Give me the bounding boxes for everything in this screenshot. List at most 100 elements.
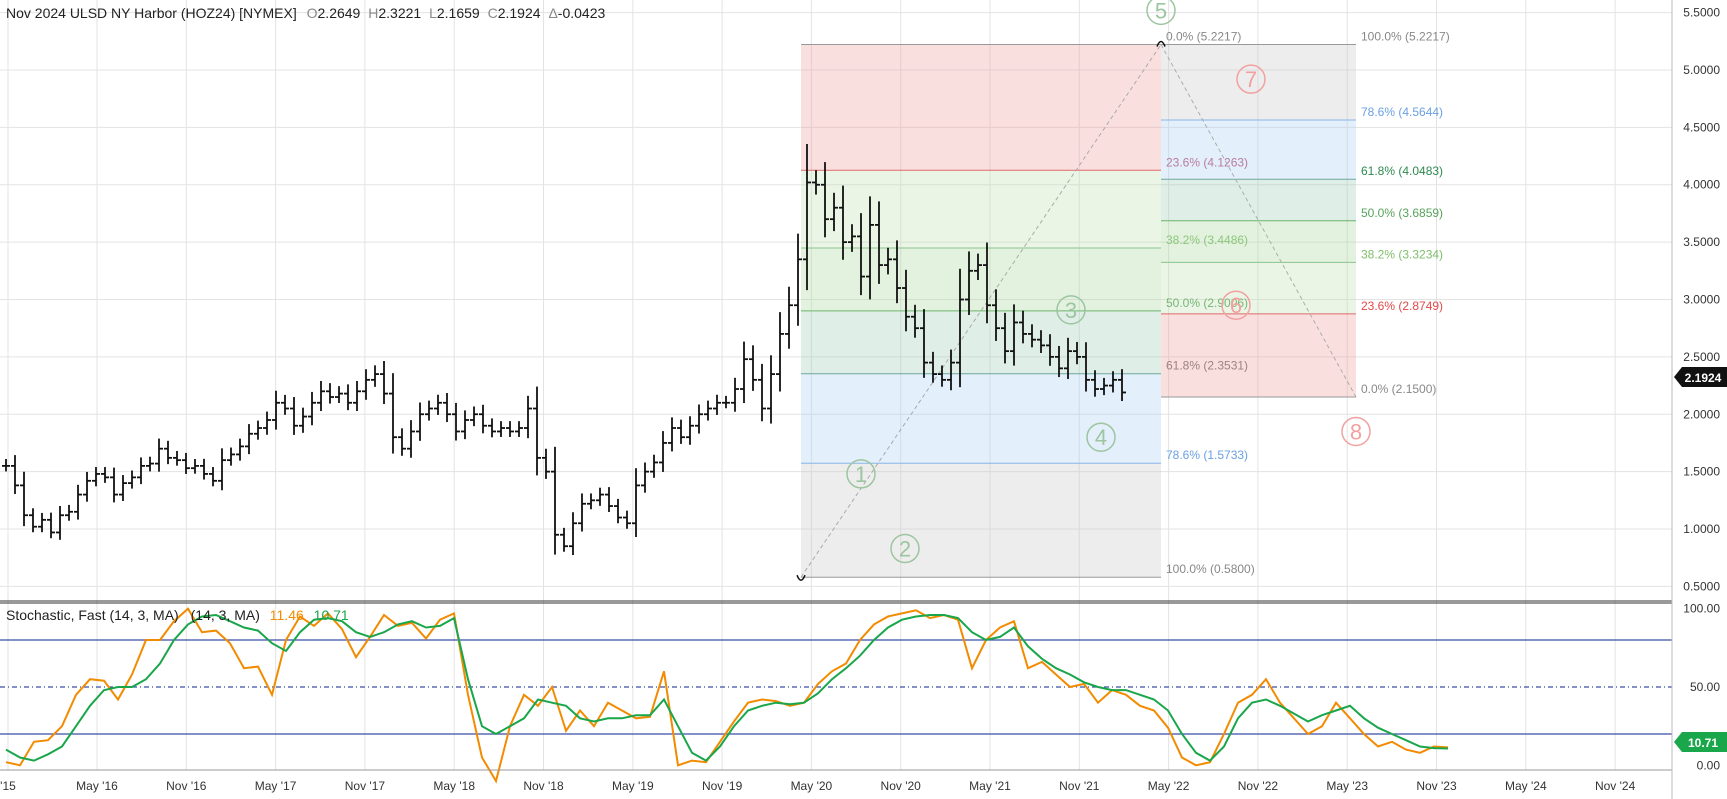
ohlc-bar[interactable] — [11, 455, 19, 495]
ohlc-bar[interactable] — [281, 394, 289, 415]
ohlc-bar[interactable] — [947, 349, 955, 391]
ohlc-bar[interactable] — [209, 467, 217, 487]
ohlc-bar[interactable] — [929, 351, 937, 383]
ohlc-bar[interactable] — [2, 459, 10, 472]
ohlc-bar[interactable] — [875, 201, 883, 284]
ohlc-bar[interactable] — [128, 470, 136, 489]
ohlc-bar[interactable] — [470, 406, 478, 427]
ohlc-bar[interactable] — [992, 289, 1000, 341]
ohlc-bar[interactable] — [254, 420, 262, 440]
ohlc-bar[interactable] — [137, 457, 145, 485]
ohlc-bar[interactable] — [20, 471, 28, 527]
ohlc-bar[interactable] — [767, 355, 775, 424]
ohlc-bar[interactable] — [290, 397, 298, 435]
ohlc-bar[interactable] — [830, 192, 838, 232]
ohlc-bar[interactable] — [371, 365, 379, 387]
ohlc-bar[interactable] — [956, 268, 964, 388]
ohlc-bar[interactable] — [1091, 370, 1099, 397]
ohlc-bar[interactable] — [596, 487, 604, 506]
ohlc-bar[interactable] — [1037, 330, 1045, 353]
ohlc-bar[interactable] — [425, 400, 433, 421]
ohlc-bar[interactable] — [560, 527, 568, 552]
ohlc-bar[interactable] — [1118, 369, 1126, 402]
ohlc-bar[interactable] — [1019, 310, 1027, 344]
ohlc-bar[interactable] — [416, 402, 424, 441]
ohlc-bar[interactable] — [839, 185, 847, 260]
ohlc-bar[interactable] — [965, 251, 973, 315]
ohlc-bar[interactable] — [272, 390, 280, 430]
ohlc-bar[interactable] — [236, 438, 244, 461]
ohlc-bar[interactable] — [632, 468, 640, 538]
ohlc-bar[interactable] — [443, 393, 451, 423]
ohlc-bar[interactable] — [911, 304, 919, 338]
ohlc-bar[interactable] — [479, 404, 487, 434]
ohlc-bar[interactable] — [1055, 345, 1063, 378]
ohlc-bar[interactable] — [335, 386, 343, 404]
ohlc-bar[interactable] — [227, 447, 235, 466]
ohlc-bar[interactable] — [731, 377, 739, 412]
ohlc-bar[interactable] — [1028, 324, 1036, 348]
ohlc-bar[interactable] — [110, 467, 118, 503]
ohlc-bar[interactable] — [101, 467, 109, 483]
ohlc-bar[interactable] — [605, 487, 613, 513]
ohlc-bar[interactable] — [920, 309, 928, 378]
ohlc-bar[interactable] — [389, 373, 397, 454]
ohlc-bar[interactable] — [38, 512, 46, 533]
ohlc-bar[interactable] — [713, 394, 721, 415]
ohlc-bar[interactable] — [821, 162, 829, 238]
ohlc-bar[interactable] — [407, 420, 415, 458]
ohlc-bar[interactable] — [29, 508, 37, 533]
ohlc-bar[interactable] — [1001, 312, 1009, 364]
ohlc-bar[interactable] — [200, 458, 208, 480]
ohlc-bar[interactable] — [119, 475, 127, 502]
ohlc-bar[interactable] — [47, 512, 55, 539]
ohlc-bar[interactable] — [353, 380, 361, 412]
ohlc-bar[interactable] — [749, 345, 757, 391]
ohlc-bar[interactable] — [1109, 371, 1117, 393]
ohlc-bar[interactable] — [155, 438, 163, 472]
ohlc-bar[interactable] — [695, 404, 703, 434]
ohlc-bar[interactable] — [164, 440, 172, 465]
ohlc-bar[interactable] — [974, 253, 982, 280]
ohlc-bar[interactable] — [857, 213, 865, 296]
ohlc-bar[interactable] — [587, 493, 595, 510]
ohlc-bar[interactable] — [938, 365, 946, 387]
ohlc-bar[interactable] — [983, 242, 991, 324]
ohlc-bar[interactable] — [866, 196, 874, 300]
ohlc-bar[interactable] — [74, 484, 82, 520]
ohlc-bar[interactable] — [1073, 341, 1081, 365]
ohlc-bar[interactable] — [848, 224, 856, 252]
ohlc-bar[interactable] — [65, 504, 73, 521]
ohlc-bar[interactable] — [245, 424, 253, 455]
ohlc-bar[interactable] — [893, 240, 901, 304]
ohlc-bar[interactable] — [461, 410, 469, 440]
ohlc-bar[interactable] — [641, 462, 649, 493]
ohlc-bar[interactable] — [173, 450, 181, 466]
ohlc-bar[interactable] — [533, 386, 541, 476]
ohlc-bar[interactable] — [623, 510, 631, 529]
ohlc-bar[interactable] — [434, 394, 442, 415]
ohlc-bar[interactable] — [614, 498, 622, 524]
ohlc-bar[interactable] — [569, 512, 577, 556]
ohlc-bar[interactable] — [182, 452, 190, 474]
ohlc-bar[interactable] — [884, 247, 892, 275]
ohlc-bar[interactable] — [650, 454, 658, 478]
ohlc-bar[interactable] — [398, 428, 406, 456]
ohlc-bar[interactable] — [758, 363, 766, 422]
ohlc-bar[interactable] — [506, 421, 514, 437]
ohlc-bar[interactable] — [452, 402, 460, 441]
ohlc-bar[interactable] — [677, 419, 685, 444]
ohlc-bar[interactable] — [704, 400, 712, 421]
ohlc-bar[interactable] — [299, 407, 307, 433]
ohlc-bar[interactable] — [344, 384, 352, 411]
ohlc-bar[interactable] — [1082, 342, 1090, 392]
ohlc-bar[interactable] — [380, 361, 388, 405]
ohlc-bar[interactable] — [362, 369, 370, 400]
ohlc-bar[interactable] — [497, 421, 505, 437]
ohlc-bar[interactable] — [803, 144, 811, 291]
ohlc-bar[interactable] — [1046, 334, 1054, 366]
ohlc-bar[interactable] — [740, 341, 748, 404]
ohlc-bar[interactable] — [146, 456, 154, 472]
ohlc-bar[interactable] — [659, 431, 667, 472]
